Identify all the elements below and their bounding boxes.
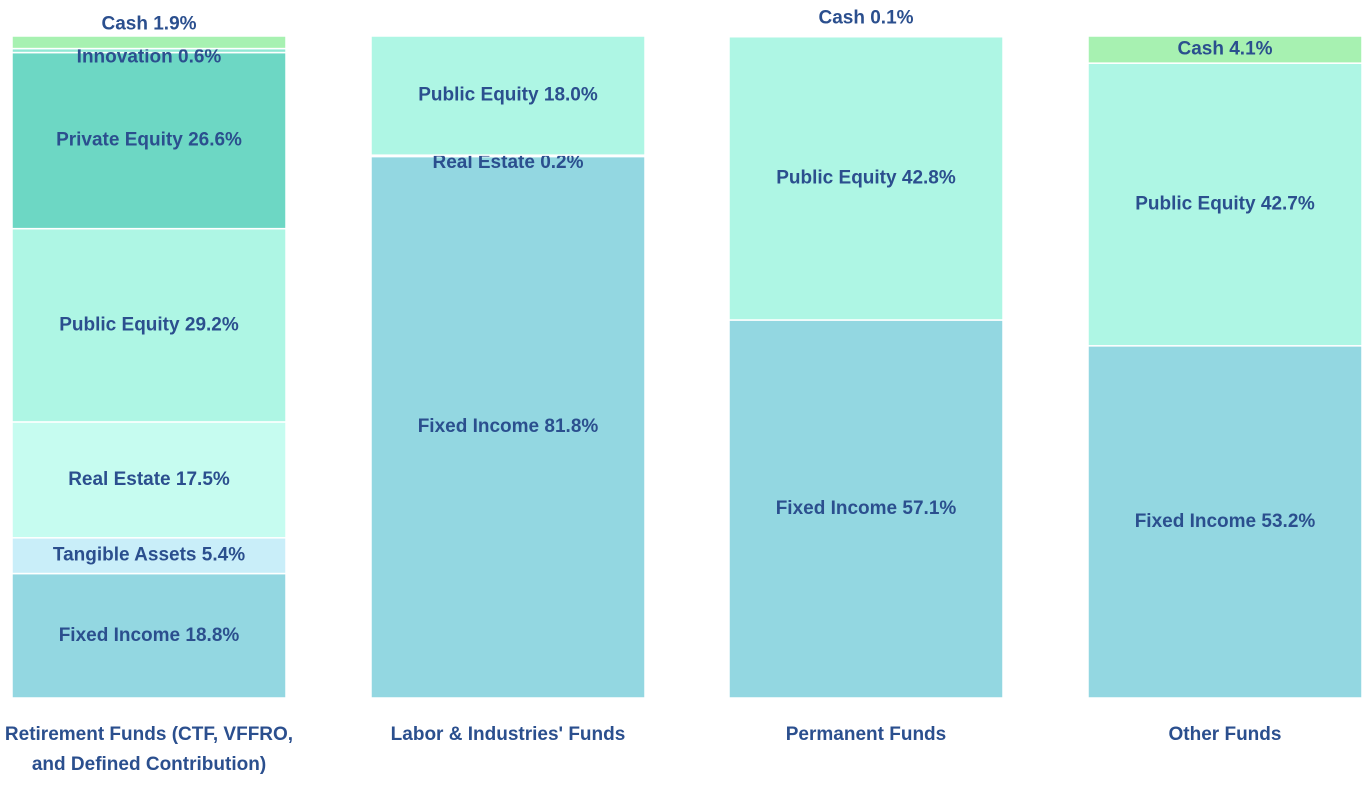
segment-label: Real Estate 0.2% [432,152,583,173]
series-name: Fixed Income [418,416,539,437]
value-label: 1.9% [153,13,196,34]
value-label: 0.2% [540,152,583,173]
category-label: Retirement Funds (CTF, VFFRO, and Define… [4,724,294,775]
bar-segment [728,35,1004,38]
series-name: Innovation [77,47,173,68]
category-label: Labor & Industries' Funds [390,724,626,745]
series-name: Cash [101,13,147,34]
segment-label: Innovation 0.6% [77,47,222,68]
segment-label: Cash 0.1% [818,7,913,28]
value-label: 81.8% [544,416,598,437]
segment-label: Tangible Assets 5.4% [53,545,245,566]
series-name: Real Estate [432,152,534,173]
segment-label: Fixed Income 53.2% [1135,511,1316,532]
bar-segment [11,227,287,423]
bar-segment [370,35,646,156]
segment-label: Fixed Income 81.8% [418,416,599,437]
series-name: Fixed Income [776,498,897,519]
segment-label: Public Equity 18.0% [418,85,598,106]
bar-segment [1087,35,1363,64]
bar-segment [1087,345,1363,699]
segment-label: Cash 1.9% [101,13,196,34]
value-label: 0.1% [870,7,913,28]
value-label: 42.7% [1261,193,1315,214]
value-label: 57.1% [902,498,956,519]
bar-segment [370,155,646,699]
value-label: 29.2% [185,314,239,335]
segment-label: Private Equity 26.6% [56,130,242,151]
bar-segment [11,572,287,699]
series-name: Public Equity [1135,193,1256,214]
value-label: 4.1% [1229,39,1272,60]
series-name: Fixed Income [1135,511,1256,532]
bar-segment [728,319,1004,699]
value-label: 17.5% [176,469,230,490]
series-name: Fixed Income [59,625,180,646]
value-label: 0.6% [178,47,221,68]
value-label: 26.6% [188,130,242,151]
value-label: 5.4% [202,545,245,566]
category-label: Permanent Funds [785,724,947,745]
series-name: Cash [818,7,864,28]
bar-segment [11,51,287,230]
segment-label: Public Equity 42.8% [776,167,956,188]
category-label: Other Funds [1168,724,1282,745]
segment-label: Public Equity 42.7% [1135,193,1315,214]
series-name: Cash [1177,39,1223,60]
bar-segment [728,35,1004,321]
series-name: Private Equity [56,130,183,151]
segment-label: Real Estate 17.5% [68,469,230,490]
value-label: 18.8% [185,625,239,646]
series-name: Public Equity [776,167,897,188]
series-name: Tangible Assets [53,545,197,566]
series-name: Public Equity [59,314,180,335]
bar-segment [11,35,287,50]
bar-segment [11,537,287,575]
segment-label: Public Equity 29.2% [59,314,239,335]
segment-label: Fixed Income 57.1% [776,498,957,519]
series-name: Real Estate [68,469,170,490]
value-label: 42.8% [902,167,956,188]
series-name: Public Equity [418,85,539,106]
segment-label: Cash 4.1% [1177,39,1272,60]
value-label: 53.2% [1261,511,1315,532]
bar-segment [1087,62,1363,347]
segment-label: Fixed Income 18.8% [59,625,240,646]
value-label: 18.0% [544,85,598,106]
